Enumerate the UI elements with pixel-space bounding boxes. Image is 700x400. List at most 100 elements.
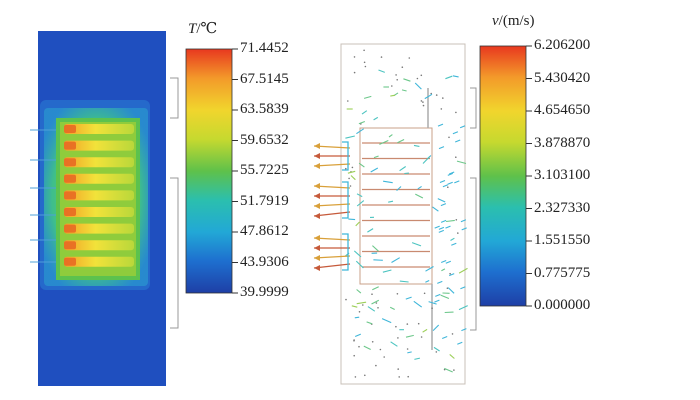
velocity-vector bbox=[389, 306, 395, 310]
flow-dot bbox=[420, 100, 423, 102]
colorbar-tick-label: 51.7919 bbox=[240, 192, 289, 209]
velocity-vector bbox=[450, 237, 455, 241]
outlet-arrow-head bbox=[314, 153, 320, 159]
temperature-field bbox=[30, 31, 166, 386]
velocity-vector bbox=[351, 305, 358, 308]
velocity-vector bbox=[411, 242, 422, 247]
velocity-vector bbox=[363, 345, 371, 350]
velocity-vector bbox=[361, 110, 368, 115]
flow-dot bbox=[358, 345, 360, 348]
flow-dot bbox=[417, 322, 420, 325]
velocity-vector bbox=[378, 69, 385, 73]
bracket-right-top bbox=[470, 87, 477, 129]
flow-dot bbox=[375, 364, 377, 367]
velocity-vector bbox=[458, 267, 468, 274]
velocity-vector bbox=[447, 181, 453, 185]
velocity-vector bbox=[458, 305, 468, 311]
fin-hot-root bbox=[64, 158, 76, 167]
fin-hot-root bbox=[64, 257, 76, 266]
velocity-vector bbox=[370, 167, 379, 173]
flow-dot bbox=[420, 336, 423, 338]
fin-hot-root bbox=[64, 208, 76, 216]
velocity-vector bbox=[356, 200, 365, 207]
velocity-vector bbox=[446, 219, 455, 223]
flow-dot bbox=[395, 325, 397, 328]
fin bbox=[64, 157, 134, 168]
flow-dot bbox=[354, 376, 357, 378]
flow-dot bbox=[379, 348, 382, 351]
bracket-top bbox=[170, 77, 179, 119]
flow-dot bbox=[455, 156, 457, 158]
velocity-vector bbox=[441, 268, 446, 272]
flow-dot bbox=[348, 177, 350, 180]
flow-dot bbox=[349, 185, 352, 187]
velocity-vector bbox=[353, 250, 362, 258]
flow-dot bbox=[353, 71, 356, 74]
velocity-vector bbox=[445, 260, 452, 264]
velocity-vector bbox=[425, 279, 430, 283]
flow-dot bbox=[363, 49, 365, 52]
velocity-vector bbox=[399, 166, 407, 172]
velocity-vector bbox=[434, 225, 440, 229]
velocity-vector bbox=[459, 125, 466, 129]
outlet-arrow-head bbox=[314, 265, 320, 271]
velocity-vector bbox=[440, 294, 450, 300]
colorbar-tick-label: 67.5145 bbox=[240, 70, 289, 87]
velocity-vector bbox=[413, 300, 423, 308]
fin-hot-root bbox=[64, 241, 76, 250]
heatsink-outline bbox=[359, 88, 433, 350]
velocity-vector bbox=[454, 139, 461, 143]
flow-dot bbox=[345, 167, 347, 170]
velocity-vector bbox=[358, 120, 365, 125]
velocity-vector bbox=[355, 260, 364, 269]
fin-hot-root bbox=[64, 125, 76, 133]
colorbar-tick-label: 3.878870 bbox=[534, 134, 591, 151]
fin bbox=[64, 256, 134, 267]
flow-dot bbox=[396, 293, 399, 295]
outlet-arrow-head bbox=[314, 183, 320, 189]
flow-dot bbox=[407, 375, 410, 378]
flow-dot bbox=[353, 56, 356, 58]
velocity-vector bbox=[439, 179, 446, 184]
colorbar-tick-label: 71.4452 bbox=[240, 40, 289, 56]
velocity-vector bbox=[452, 131, 459, 135]
colorbar-tick-label: 0.775775 bbox=[534, 264, 591, 281]
flow-dot bbox=[364, 374, 366, 377]
temperature-axis-title: T/℃ bbox=[188, 21, 218, 37]
fin-hot-root bbox=[64, 224, 76, 233]
velocity-axis-title: v/(m/s) bbox=[492, 13, 535, 29]
colorbar-tick-label: 6.206200 bbox=[534, 37, 591, 53]
fin bbox=[64, 190, 134, 201]
velocity-vector bbox=[447, 172, 454, 176]
velocity-vector bbox=[413, 144, 420, 147]
velocity-vector bbox=[373, 155, 379, 159]
flow-dot bbox=[453, 369, 455, 371]
fin bbox=[64, 207, 134, 217]
outlet-arrows bbox=[313, 141, 351, 271]
velocity-vector bbox=[354, 316, 360, 319]
velocity-vector bbox=[428, 301, 437, 305]
flow-dot bbox=[395, 74, 397, 76]
velocity-vector bbox=[414, 82, 422, 90]
velocity-vector bbox=[425, 266, 434, 272]
colorbar-tick-label: 0.000000 bbox=[534, 297, 591, 313]
velocity-vector bbox=[445, 225, 451, 229]
flow-dot bbox=[422, 101, 424, 103]
velocity-vector bbox=[438, 146, 445, 150]
velocity-vector bbox=[391, 257, 400, 263]
velocity-vector bbox=[350, 175, 356, 181]
flow-dot bbox=[423, 292, 426, 295]
fin bbox=[64, 140, 134, 151]
flow-dot bbox=[375, 302, 378, 304]
velocity-vector bbox=[452, 75, 459, 78]
velocity-field bbox=[313, 43, 468, 385]
velocity-vector bbox=[422, 156, 431, 164]
outlet-arrow-head bbox=[314, 163, 320, 169]
velocity-vector bbox=[355, 221, 360, 227]
flow-dot bbox=[351, 166, 354, 169]
flow-dot bbox=[435, 94, 438, 96]
outlet-bracket bbox=[342, 233, 349, 271]
flow-dot bbox=[396, 79, 399, 81]
velocity-vector bbox=[437, 198, 446, 203]
velocity-vector bbox=[372, 286, 379, 291]
